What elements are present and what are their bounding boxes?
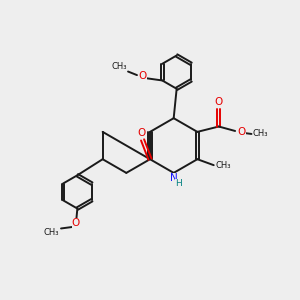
Text: H: H — [175, 179, 181, 188]
Text: CH₃: CH₃ — [215, 161, 231, 170]
Text: O: O — [214, 97, 223, 107]
Text: CH₃: CH₃ — [44, 227, 59, 236]
Text: O: O — [72, 218, 80, 227]
Text: CH₃: CH₃ — [253, 130, 268, 139]
Text: N: N — [170, 173, 178, 183]
Text: CH₃: CH₃ — [111, 62, 127, 71]
Text: O: O — [137, 128, 145, 138]
Text: O: O — [139, 71, 147, 81]
Text: O: O — [238, 128, 246, 137]
